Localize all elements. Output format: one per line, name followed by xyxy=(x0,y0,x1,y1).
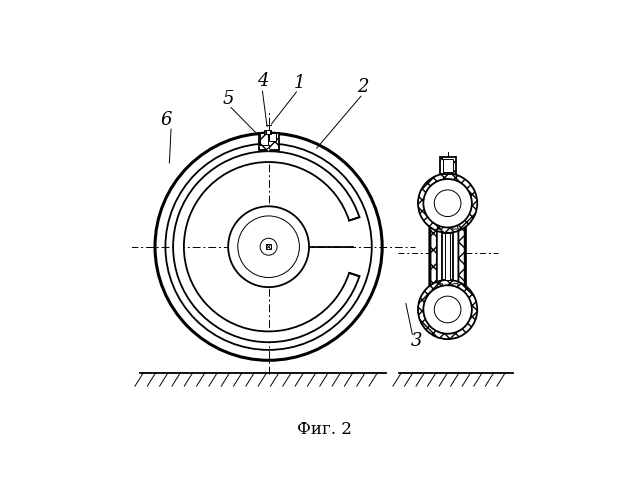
Text: Фиг. 2: Фиг. 2 xyxy=(297,421,352,438)
Bar xyxy=(445,233,450,280)
Text: 1: 1 xyxy=(294,74,305,92)
Wedge shape xyxy=(173,151,360,342)
Text: 2: 2 xyxy=(357,78,368,96)
Bar xyxy=(258,133,279,150)
Bar xyxy=(442,160,453,172)
Bar xyxy=(442,233,453,280)
Polygon shape xyxy=(437,284,444,290)
Bar xyxy=(266,244,271,249)
Text: 3: 3 xyxy=(411,332,423,350)
Text: 4: 4 xyxy=(257,72,268,90)
FancyBboxPatch shape xyxy=(430,184,465,321)
Wedge shape xyxy=(418,280,477,339)
Circle shape xyxy=(228,206,309,287)
Bar xyxy=(270,133,275,141)
Bar xyxy=(439,158,456,174)
Text: 5: 5 xyxy=(222,90,234,108)
Polygon shape xyxy=(437,222,444,229)
Wedge shape xyxy=(418,174,477,233)
Text: 6: 6 xyxy=(161,110,172,128)
Bar xyxy=(260,133,268,145)
Polygon shape xyxy=(451,222,458,229)
Circle shape xyxy=(423,285,472,334)
Circle shape xyxy=(238,216,299,278)
FancyBboxPatch shape xyxy=(437,196,458,310)
Bar xyxy=(266,130,270,134)
Circle shape xyxy=(267,148,270,151)
Bar xyxy=(265,130,272,134)
Circle shape xyxy=(155,133,382,360)
Polygon shape xyxy=(451,284,458,290)
Circle shape xyxy=(423,179,472,228)
Circle shape xyxy=(260,238,277,255)
